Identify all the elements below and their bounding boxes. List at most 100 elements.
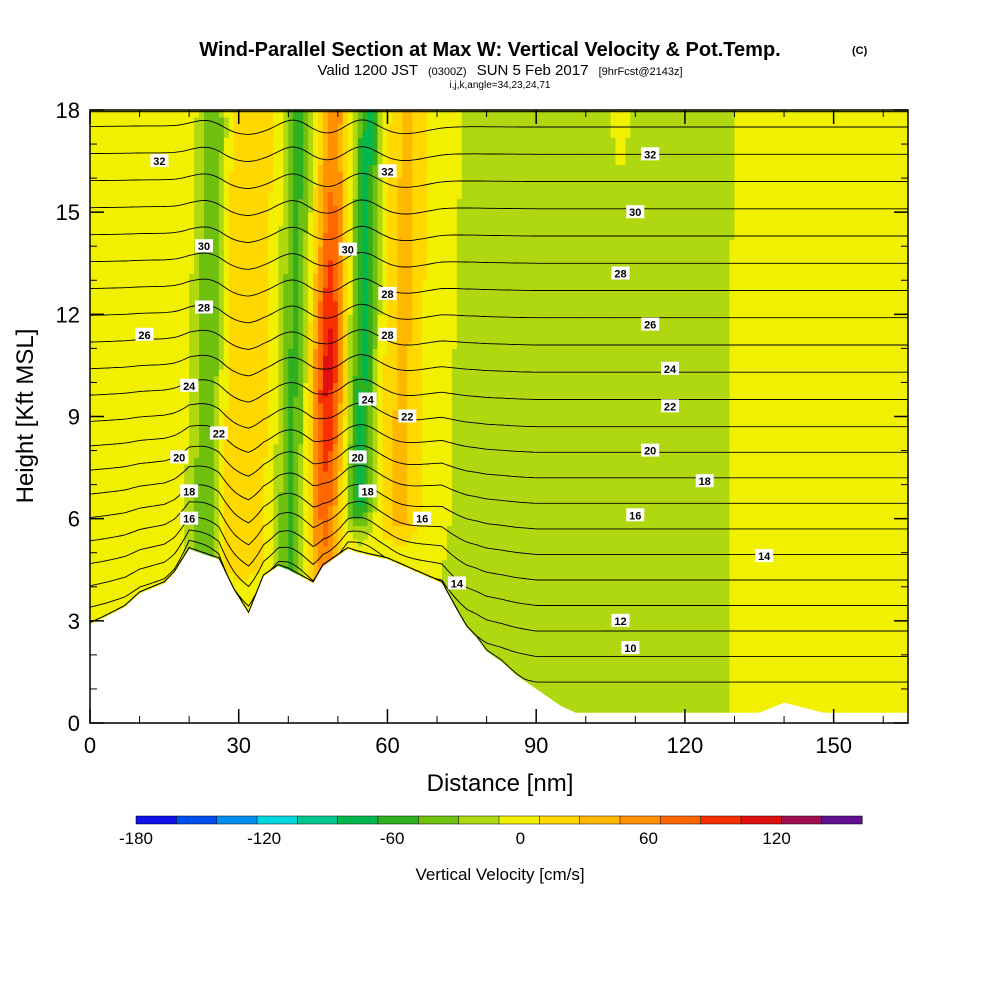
velocity-cell bbox=[248, 123, 255, 132]
velocity-cell bbox=[129, 593, 136, 601]
velocity-cell bbox=[144, 477, 151, 486]
velocity-cell bbox=[258, 566, 265, 574]
velocity-cell bbox=[273, 259, 279, 268]
velocity-cell bbox=[298, 409, 304, 418]
velocity-cell bbox=[298, 110, 304, 118]
velocity-cell bbox=[323, 266, 329, 275]
velocity-cell bbox=[327, 341, 334, 349]
velocity-cell bbox=[298, 470, 304, 479]
velocity-cell bbox=[318, 273, 324, 281]
velocity-cell bbox=[303, 321, 309, 329]
velocity-cell bbox=[149, 450, 156, 458]
velocity-cell bbox=[352, 389, 359, 397]
velocity-cell bbox=[288, 511, 294, 520]
velocity-cell bbox=[253, 246, 260, 254]
velocity-cell bbox=[94, 314, 101, 322]
velocity-cell bbox=[114, 116, 121, 125]
velocity-cell bbox=[114, 593, 121, 601]
velocity-cell bbox=[238, 150, 245, 159]
velocity-cell bbox=[323, 212, 329, 220]
velocity-cell bbox=[298, 552, 304, 561]
velocity-cell bbox=[139, 436, 146, 445]
velocity-cell bbox=[278, 300, 284, 309]
velocity-cell bbox=[228, 389, 235, 397]
velocity-cell bbox=[218, 232, 225, 241]
velocity-cell bbox=[308, 498, 314, 506]
velocity-cell bbox=[134, 511, 141, 520]
velocity-cell bbox=[308, 375, 314, 384]
velocity-cell bbox=[104, 321, 111, 329]
velocity-cell bbox=[159, 491, 165, 499]
velocity-cell bbox=[228, 232, 235, 241]
velocity-cell bbox=[208, 334, 215, 343]
velocity-cell bbox=[298, 232, 304, 241]
velocity-cell bbox=[273, 368, 279, 377]
velocity-cell bbox=[90, 110, 96, 118]
velocity-cell bbox=[278, 212, 284, 220]
velocity-cell bbox=[164, 368, 170, 377]
velocity-cell bbox=[184, 314, 190, 322]
velocity-cell bbox=[109, 171, 116, 179]
velocity-cell bbox=[119, 573, 126, 581]
velocity-cell bbox=[213, 334, 220, 343]
velocity-cell bbox=[258, 110, 265, 118]
velocity-cell bbox=[318, 130, 324, 138]
velocity-cell bbox=[114, 239, 121, 247]
velocity-cell bbox=[352, 416, 359, 424]
velocity-cell bbox=[357, 137, 364, 145]
velocity-cell bbox=[218, 368, 225, 377]
velocity-cell bbox=[159, 368, 165, 377]
velocity-cell bbox=[94, 259, 101, 268]
velocity-cell bbox=[278, 559, 284, 567]
velocity-cell bbox=[233, 382, 240, 390]
velocity-cell bbox=[104, 110, 111, 118]
velocity-cell bbox=[204, 525, 210, 533]
velocity-cell bbox=[238, 484, 245, 493]
velocity-cell bbox=[99, 355, 106, 363]
velocity-cell bbox=[332, 218, 339, 227]
velocity-cell bbox=[332, 532, 339, 540]
velocity-cell bbox=[114, 266, 121, 275]
velocity-cell bbox=[194, 396, 200, 404]
velocity-cell bbox=[352, 171, 359, 179]
velocity-cell bbox=[342, 307, 349, 315]
velocity-cell bbox=[114, 573, 121, 581]
velocity-cell bbox=[233, 259, 240, 268]
velocity-cell bbox=[233, 232, 240, 241]
velocity-cell bbox=[129, 525, 136, 533]
velocity-cell bbox=[273, 375, 279, 384]
velocity-cell bbox=[288, 443, 294, 452]
velocity-cell bbox=[352, 532, 359, 540]
velocity-cell bbox=[223, 327, 230, 336]
velocity-cell bbox=[298, 239, 304, 247]
velocity-cell bbox=[204, 212, 210, 220]
velocity-cell bbox=[164, 171, 170, 179]
velocity-cell bbox=[238, 327, 245, 336]
velocity-cell bbox=[223, 157, 230, 166]
velocity-cell bbox=[248, 212, 255, 220]
velocity-cell bbox=[243, 586, 250, 595]
velocity-cell bbox=[204, 491, 210, 499]
velocity-cell bbox=[283, 368, 289, 377]
velocity-cell bbox=[129, 184, 136, 193]
velocity-cell bbox=[129, 307, 136, 315]
velocity-cell bbox=[208, 348, 215, 356]
velocity-cell bbox=[228, 205, 235, 213]
velocity-cell bbox=[223, 368, 230, 377]
velocity-cell bbox=[313, 396, 319, 404]
velocity-cell bbox=[347, 505, 354, 513]
velocity-cell bbox=[352, 266, 359, 275]
velocity-cell bbox=[342, 314, 349, 322]
velocity-cell bbox=[159, 545, 165, 554]
velocity-cell bbox=[288, 505, 294, 513]
velocity-cell bbox=[179, 110, 185, 118]
velocity-cell bbox=[159, 573, 165, 581]
velocity-cell bbox=[189, 348, 195, 356]
velocity-cell bbox=[218, 171, 225, 179]
velocity-cell bbox=[278, 477, 284, 486]
velocity-cell bbox=[194, 470, 200, 479]
velocity-cell bbox=[174, 559, 180, 567]
velocity-cell bbox=[313, 116, 319, 125]
velocity-cell bbox=[298, 280, 304, 288]
velocity-cell bbox=[159, 130, 165, 138]
